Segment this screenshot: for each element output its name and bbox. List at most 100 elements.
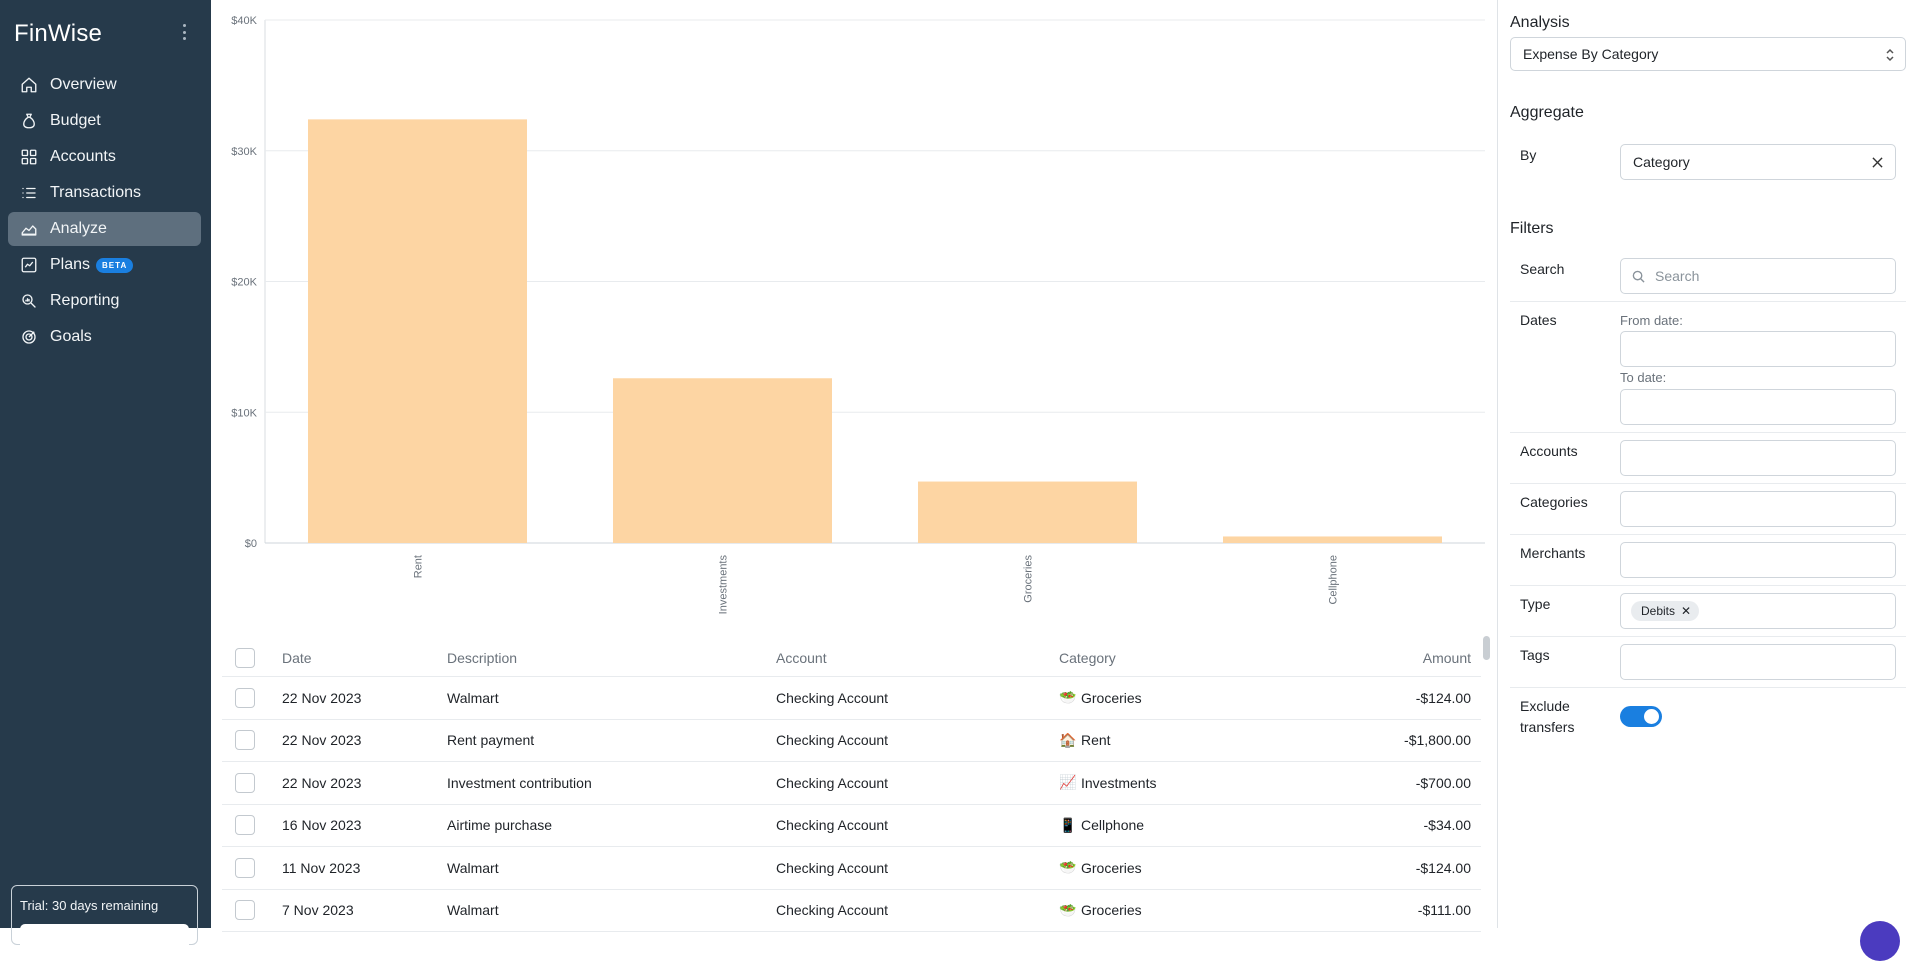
sidebar-item-label: Accounts bbox=[50, 148, 116, 165]
sidebar-item-budget[interactable]: Budget bbox=[8, 104, 201, 138]
column-header-amount[interactable]: Amount bbox=[1422, 650, 1471, 666]
upgrade-button[interactable] bbox=[20, 924, 189, 954]
table-row[interactable]: 7 Nov 2023 Walmart Checking Account 🥗 Grocer… bbox=[222, 890, 1481, 932]
row-checkbox[interactable] bbox=[235, 772, 255, 793]
category-label: Groceries bbox=[1081, 689, 1142, 706]
table-row[interactable]: 22 Nov 2023 Walmart Checking Account 🥗 Groce… bbox=[222, 677, 1481, 720]
sidebar-item-analyze[interactable]: Analyze bbox=[8, 212, 201, 246]
search-icon bbox=[1632, 270, 1645, 283]
sidebar-item-reporting[interactable]: Reporting bbox=[8, 284, 201, 318]
target-icon bbox=[22, 330, 36, 344]
column-header-account[interactable]: Account bbox=[776, 650, 827, 666]
accounts-input[interactable] bbox=[1620, 440, 1896, 476]
sidebar-item-label: Plans bbox=[50, 256, 91, 273]
money-bag-icon bbox=[23, 113, 35, 129]
cell-description: Walmart bbox=[447, 689, 499, 706]
scrollbar[interactable] bbox=[1483, 636, 1490, 660]
from-date-input[interactable] bbox=[1620, 331, 1896, 367]
to-date-input[interactable] bbox=[1620, 389, 1896, 425]
app-logo: FinWise bbox=[14, 20, 103, 47]
row-checkbox[interactable] bbox=[235, 730, 255, 751]
sidebar-item-label: Analyze bbox=[50, 220, 107, 237]
analysis-panel: Analysis Expense By Category Aggregate B… bbox=[1497, 0, 1915, 928]
search-input[interactable]: Search bbox=[1620, 258, 1896, 294]
to-date-label: To date: bbox=[1620, 370, 1667, 385]
bar-cellphone[interactable] bbox=[1223, 536, 1442, 543]
type-input[interactable]: Debits ✕ bbox=[1620, 593, 1896, 629]
more-options-icon[interactable] bbox=[178, 22, 190, 42]
table-row[interactable]: 16 Nov 2023 Airtime purchase Checking Acco… bbox=[222, 805, 1481, 847]
row-checkbox[interactable] bbox=[235, 815, 255, 836]
categories-input[interactable] bbox=[1620, 491, 1896, 527]
trial-banner: Trial: 30 days remaining bbox=[11, 885, 198, 954]
row-checkbox[interactable] bbox=[235, 687, 255, 708]
cell-category: 🏠 Rent bbox=[1059, 732, 1279, 749]
table-row[interactable]: 11 Nov 2023 Walmart Checking Account 🥗 Groce… bbox=[222, 847, 1481, 890]
search-placeholder: Search bbox=[1655, 268, 1700, 284]
cell-description: Investment contribution bbox=[447, 774, 592, 791]
x-tick-label: Investments bbox=[718, 555, 730, 615]
help-widget[interactable] bbox=[1860, 921, 1900, 961]
select-all-checkbox[interactable] bbox=[235, 648, 255, 668]
categories-label: Categories bbox=[1520, 494, 1588, 510]
analysis-select[interactable]: Expense By Category bbox=[1510, 37, 1906, 71]
divider bbox=[1510, 483, 1906, 484]
row-checkbox[interactable] bbox=[235, 900, 255, 921]
close-icon[interactable] bbox=[1872, 157, 1883, 168]
cell-category: 🥗 Groceries bbox=[1059, 902, 1279, 919]
sidebar-item-label: Goals bbox=[50, 328, 92, 345]
category-label: Investments bbox=[1081, 774, 1157, 791]
y-tick-label: $10K bbox=[231, 407, 257, 419]
cell-description: Walmart bbox=[447, 859, 499, 876]
column-header-date[interactable]: Date bbox=[282, 650, 312, 666]
cell-amount: -$124.00 bbox=[1415, 859, 1471, 876]
merchants-input[interactable] bbox=[1620, 542, 1896, 578]
divider bbox=[1510, 534, 1906, 535]
sidebar-item-accounts[interactable]: Accounts bbox=[8, 140, 201, 174]
type-tag: Debits ✕ bbox=[1631, 601, 1700, 621]
x-tick-label: Rent bbox=[413, 555, 425, 578]
exclude-transfers-toggle[interactable] bbox=[1620, 706, 1662, 727]
sidebar-item-overview[interactable]: Overview bbox=[8, 68, 201, 102]
by-label: By bbox=[1520, 147, 1537, 163]
trial-text: Trial: 30 days remaining bbox=[20, 898, 159, 913]
row-checkbox[interactable] bbox=[235, 857, 255, 878]
sidebar-item-plans[interactable]: Plans BETA bbox=[8, 248, 201, 282]
transactions-table: Date Description Account Category Amount… bbox=[222, 640, 1481, 932]
remove-tag-icon[interactable]: ✕ bbox=[1681, 604, 1692, 618]
cell-date: 16 Nov 2023 bbox=[282, 817, 362, 834]
cell-amount: -$700.00 bbox=[1415, 774, 1471, 791]
from-date-label: From date: bbox=[1620, 313, 1683, 328]
sidebar-item-label: Overview bbox=[50, 76, 117, 93]
cell-account: Checking Account bbox=[776, 902, 889, 919]
bar-groceries[interactable] bbox=[918, 481, 1137, 543]
cell-category: 🥗 Groceries bbox=[1059, 689, 1279, 706]
cell-description: Walmart bbox=[447, 902, 499, 919]
table-header: Date Description Account Category Amount bbox=[222, 640, 1481, 677]
column-header-category[interactable]: Category bbox=[1059, 650, 1116, 666]
tags-input[interactable] bbox=[1620, 644, 1896, 680]
cell-category: 🥗 Groceries bbox=[1059, 859, 1279, 876]
category-emoji-icon: 🥗 bbox=[1059, 859, 1077, 876]
sidebar-item-goals[interactable]: Goals bbox=[8, 320, 201, 354]
column-header-description[interactable]: Description bbox=[447, 650, 518, 666]
cell-date: 22 Nov 2023 bbox=[282, 774, 362, 791]
category-label: Groceries bbox=[1081, 859, 1142, 876]
aggregate-by-select[interactable]: Category bbox=[1620, 144, 1896, 180]
analysis-select-value: Expense By Category bbox=[1523, 46, 1659, 62]
cell-description: Airtime purchase bbox=[447, 817, 553, 834]
dates-label: Dates bbox=[1520, 312, 1557, 328]
bar-investments[interactable] bbox=[613, 378, 832, 543]
table-row[interactable]: 22 Nov 2023 Rent payment Checking Account 🏠… bbox=[222, 720, 1481, 762]
category-emoji-icon: 🥗 bbox=[1059, 901, 1077, 918]
y-tick-label: $30K bbox=[231, 146, 257, 158]
bar-rent[interactable] bbox=[308, 119, 527, 544]
cell-account: Checking Account bbox=[776, 689, 889, 706]
divider bbox=[1510, 585, 1906, 586]
filters-heading: Filters bbox=[1510, 220, 1554, 237]
category-emoji-icon: 📈 bbox=[1059, 774, 1077, 791]
sidebar-item-transactions[interactable]: Transactions bbox=[8, 176, 201, 210]
type-label: Type bbox=[1520, 596, 1551, 612]
table-row[interactable]: 22 Nov 2023 Investment contribution Checki… bbox=[222, 762, 1481, 805]
category-label: Groceries bbox=[1081, 902, 1142, 919]
